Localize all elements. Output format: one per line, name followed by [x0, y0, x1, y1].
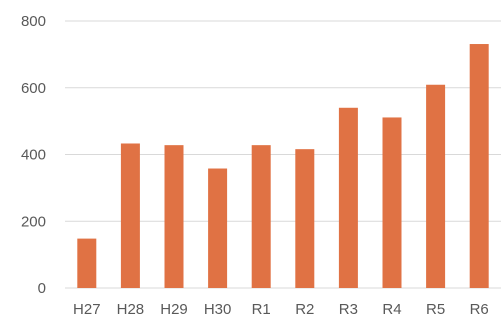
y-tick-label: 0 [38, 280, 46, 297]
x-tick-label: H28 [117, 301, 145, 318]
y-tick-label: 400 [21, 147, 46, 164]
bar [164, 145, 184, 288]
bar [295, 149, 315, 288]
bars [77, 44, 489, 289]
bar [426, 84, 446, 288]
x-tick-label: H29 [160, 301, 188, 318]
bar [120, 143, 140, 288]
x-tick-label: R4 [382, 301, 401, 318]
x-axis-tick-labels: H27 H28 H29 H30 R1 R2 R3 R4 R5 R6 [73, 301, 489, 318]
bar [382, 117, 402, 288]
y-tick-label: 800 [21, 13, 46, 30]
x-tick-label: H30 [204, 301, 232, 318]
y-axis-tick-labels: 0 200 400 600 800 [21, 13, 46, 297]
x-tick-label: R5 [426, 301, 445, 318]
x-tick-label: R6 [470, 301, 489, 318]
bar [338, 107, 358, 289]
bar [251, 145, 271, 288]
bar [208, 168, 228, 288]
x-tick-label: R3 [339, 301, 358, 318]
bar [469, 44, 489, 289]
x-tick-label: R1 [252, 301, 271, 318]
bar [77, 238, 97, 288]
x-tick-label: H27 [73, 301, 101, 318]
y-tick-label: 200 [21, 213, 46, 230]
x-tick-label: R2 [295, 301, 314, 318]
y-tick-label: 600 [21, 80, 46, 97]
